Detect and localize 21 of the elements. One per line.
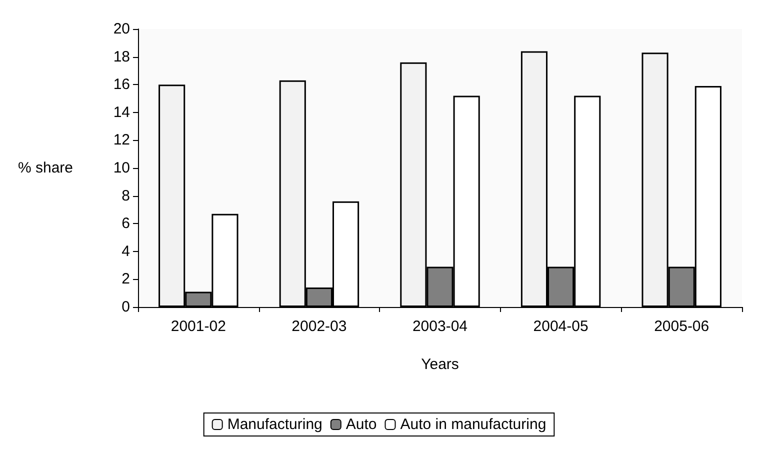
legend-label: Manufacturing: [227, 416, 322, 433]
legend-label: Auto in manufacturing: [400, 416, 546, 433]
y-tick-label: 6: [122, 215, 130, 232]
y-tick-label: 12: [113, 132, 130, 149]
x-tick-label: 2005-06: [654, 318, 710, 335]
y-tick-label: 20: [113, 20, 130, 38]
y-tick-label: 8: [122, 187, 130, 204]
y-tick-label: 0: [122, 298, 130, 316]
y-tick-label: 10: [113, 160, 130, 176]
x-tick-label: 2003-04: [412, 318, 468, 335]
y-axis-title: % share: [18, 160, 73, 176]
legend-label: Auto: [346, 416, 377, 433]
x-tick-label: 2001-02: [170, 318, 226, 335]
y-tick-label: 4: [122, 242, 130, 260]
y-tick-label: 16: [113, 76, 130, 94]
y-tick-label: 2: [122, 270, 130, 288]
y-tick-label: 14: [113, 104, 130, 121]
x-axis-title: Years: [421, 356, 459, 373]
y-tick-label: 18: [113, 48, 130, 66]
x-tick-label: 2002-03: [292, 318, 347, 335]
x-tick-label: 2004-05: [533, 318, 588, 335]
